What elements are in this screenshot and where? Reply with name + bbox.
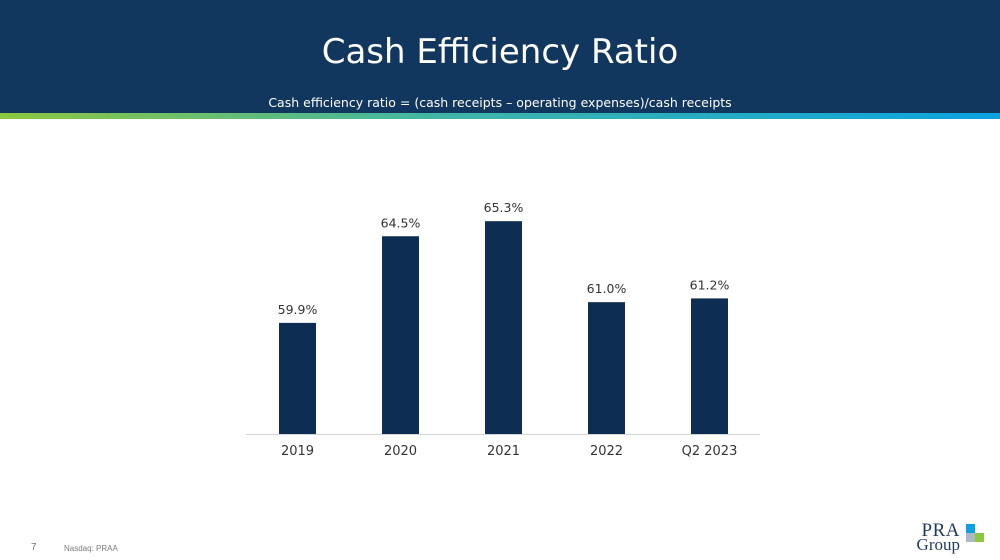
data-label: 59.9% xyxy=(278,302,318,317)
page-subtitle: Cash efficiency ratio = (cash receipts –… xyxy=(268,95,732,110)
page-title: Cash Efficiency Ratio xyxy=(321,32,679,72)
bar-2021 xyxy=(485,221,522,434)
logo-text-line1: PRA xyxy=(921,520,960,541)
pra-group-logo: PRA Group xyxy=(902,520,988,554)
bar-2022 xyxy=(588,302,625,434)
header-banner: Cash Efficiency Ratio Cash efficiency ra… xyxy=(0,0,1000,113)
bar-2019 xyxy=(279,322,316,434)
logo-square-green xyxy=(975,533,984,542)
data-label: 64.5% xyxy=(381,215,421,230)
x-tick-label: 2021 xyxy=(487,444,520,459)
bar-2020 xyxy=(382,236,419,434)
header-accent-stripe xyxy=(0,113,1000,119)
logo-text-line2: Group xyxy=(916,535,960,554)
x-tick-label: 2020 xyxy=(384,444,417,459)
logo-square-navy xyxy=(966,533,975,542)
data-label: 61.0% xyxy=(587,281,627,296)
data-label: 65.3% xyxy=(484,200,524,215)
data-label: 61.2% xyxy=(690,277,730,292)
logo-square-blue xyxy=(966,524,975,533)
bar-q2-2023 xyxy=(691,298,728,434)
x-tick-label: Q2 2023 xyxy=(682,444,738,459)
page-number: 7 xyxy=(31,542,37,553)
footer-ticker: Nasdaq: PRAA xyxy=(64,544,118,553)
x-tick-label: 2022 xyxy=(590,444,623,459)
x-tick-label: 2019 xyxy=(281,444,314,459)
